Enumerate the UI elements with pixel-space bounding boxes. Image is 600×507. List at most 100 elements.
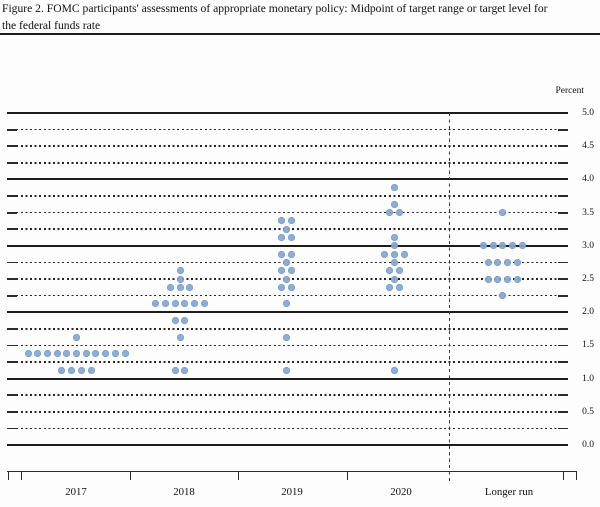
fomc-dot [171, 300, 179, 308]
fomc-dot [385, 209, 393, 217]
fomc-dot [484, 258, 492, 266]
gridline-dotted [7, 211, 568, 214]
fomc-dot [518, 242, 526, 250]
fomc-dot [484, 275, 492, 283]
gridline-cap [7, 261, 17, 264]
y-tick-label: 2.0 [582, 307, 594, 318]
gridline-solid [7, 311, 568, 314]
fomc-dot [385, 267, 393, 275]
x-axis-line [7, 471, 577, 473]
title-underline-rule [0, 33, 600, 35]
gridline-dotted [7, 128, 568, 131]
fomc-dot [283, 225, 290, 233]
gridline-cap [7, 278, 17, 280]
fomc-dot [283, 275, 290, 283]
fomc-dot [395, 283, 403, 291]
fomc-dot [390, 275, 398, 283]
fomc-dot [87, 366, 95, 374]
gridline-cap [558, 128, 568, 131]
fomc-dot [390, 184, 398, 192]
x-category-label-2018: 2018 [173, 486, 195, 498]
fomc-dot [278, 250, 286, 258]
gridline-dotted [7, 328, 568, 330]
fomc-dot [390, 366, 398, 374]
fomc-dot [287, 283, 295, 291]
fomc-dot [176, 275, 184, 283]
fomc-dot [278, 267, 286, 275]
fomc-dot [395, 209, 403, 217]
gridline-cap [7, 361, 17, 363]
fomc-dot [287, 250, 295, 258]
gridline-dotted [7, 344, 568, 347]
fomc-dot [479, 242, 487, 250]
gridline-cap [558, 278, 568, 280]
fomc-dot [43, 350, 51, 358]
fomc-dot [186, 283, 194, 291]
fomc-dot [191, 300, 199, 308]
gridline-cap [558, 261, 568, 264]
fomc-dot [278, 234, 286, 241]
fomc-dot [390, 234, 398, 241]
x-axis-tick [563, 471, 565, 480]
gridline-cap [7, 228, 17, 231]
fomc-dot [385, 283, 393, 291]
y-tick-label: 2.5 [582, 274, 594, 284]
gridline-dotted [7, 361, 568, 363]
y-tick-label: 1.5 [582, 340, 594, 351]
y-tick-label: 4.5 [582, 141, 594, 152]
y-axis-unit-label: Percent [555, 86, 585, 96]
y-tick-label: 3.0 [582, 240, 594, 251]
fomc-dot [381, 250, 389, 258]
fomc-dot [68, 366, 76, 374]
gridline-cap [7, 162, 17, 164]
longer-run-separator-line [449, 113, 451, 481]
gridline-solid [7, 444, 568, 446]
fomc-dot [504, 258, 512, 266]
fomc-dot [171, 366, 179, 374]
gridline-solid [7, 178, 568, 181]
fomc-dot [176, 267, 184, 275]
fomc-dot [504, 275, 512, 283]
gridline-cap [7, 411, 17, 413]
fomc-dot [499, 242, 507, 250]
gridline-cap [7, 427, 17, 430]
fomc-dot [390, 258, 398, 266]
gridline-solid [7, 112, 568, 114]
fomc-dot [283, 333, 290, 341]
gridline-solid [7, 377, 568, 380]
fomc-dot [283, 258, 290, 266]
x-category-label-2017: 2017 [65, 486, 87, 498]
gridline-cap [558, 411, 568, 413]
x-axis-tick [576, 471, 578, 480]
fomc-dot [73, 333, 80, 341]
gridline-cap [7, 211, 17, 214]
fomc-dot [63, 350, 71, 358]
gridline-dotted [7, 195, 568, 197]
fomc-dot [34, 350, 42, 358]
fomc-dot [82, 350, 90, 358]
x-category-label-longer-run: Longer run [484, 486, 534, 498]
fomc-dot [171, 317, 179, 324]
fomc-dot [181, 317, 189, 324]
fomc-dot [181, 366, 189, 374]
gridline-cap [558, 294, 568, 297]
gridline-dotted [7, 427, 568, 430]
x-axis-tick [8, 471, 10, 480]
gridline-cap [7, 128, 17, 131]
fomc-dot [92, 350, 100, 358]
x-category-label-2019: 2019 [281, 486, 303, 498]
gridline-dotted [7, 145, 568, 148]
fomc-dot [181, 300, 189, 308]
gridline-cap [558, 195, 568, 197]
fomc-dot [283, 366, 290, 374]
fomc-dot [161, 300, 169, 308]
x-axis-tick [238, 471, 240, 480]
gridline-cap [558, 145, 568, 148]
fomc-dot [77, 366, 85, 374]
gridline-cap [7, 145, 17, 148]
x-axis-tick [130, 471, 132, 480]
fomc-dot [508, 242, 516, 250]
fomc-dot [395, 267, 403, 275]
fomc-dot [513, 275, 521, 283]
